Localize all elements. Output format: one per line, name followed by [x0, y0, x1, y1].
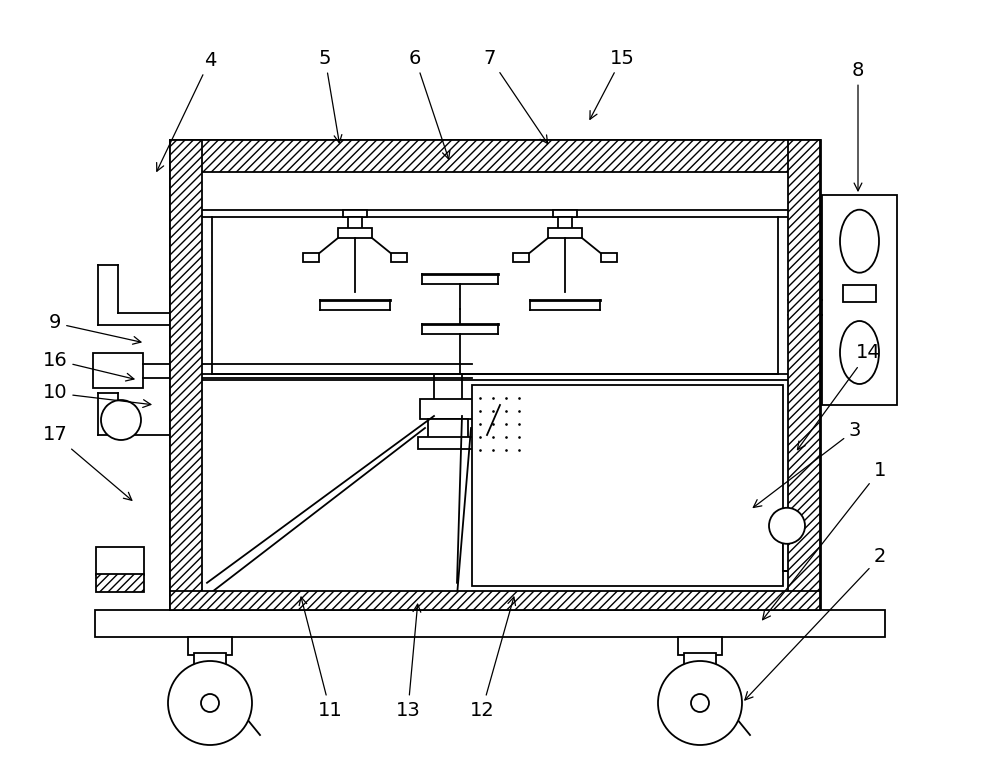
Bar	[338, 228, 372, 238]
Text: 17: 17	[43, 425, 132, 500]
Bar	[170, 140, 820, 172]
Bar	[843, 285, 876, 302]
Circle shape	[769, 508, 805, 544]
Circle shape	[101, 400, 141, 440]
Bar	[194, 653, 226, 665]
Bar	[822, 195, 897, 405]
Text: 16: 16	[43, 350, 134, 381]
Bar	[170, 140, 820, 610]
Ellipse shape	[840, 210, 879, 272]
Text: 8: 8	[852, 60, 864, 190]
Bar	[678, 637, 722, 655]
Bar	[418, 437, 478, 449]
Text: 10: 10	[43, 383, 151, 408]
Bar	[548, 228, 582, 238]
Bar	[553, 210, 577, 217]
Text: 15: 15	[590, 48, 634, 119]
Bar	[93, 353, 143, 388]
Bar	[96, 574, 144, 592]
Bar	[348, 217, 362, 230]
Bar	[558, 217, 572, 230]
Bar	[601, 253, 617, 262]
Text: 12: 12	[470, 597, 515, 720]
Circle shape	[658, 661, 742, 745]
Bar	[96, 547, 144, 575]
Circle shape	[201, 694, 219, 712]
Ellipse shape	[840, 321, 879, 384]
Text: 2: 2	[745, 548, 886, 700]
Text: 5: 5	[319, 48, 342, 143]
Bar	[428, 419, 468, 439]
Text: 7: 7	[484, 48, 548, 144]
Bar	[788, 140, 820, 610]
Text: 6: 6	[409, 48, 450, 159]
Bar	[684, 653, 716, 665]
Bar	[472, 385, 783, 586]
Text: 11: 11	[299, 597, 342, 720]
Bar	[170, 591, 820, 610]
Bar	[343, 210, 367, 217]
Bar	[513, 253, 529, 262]
Text: 14: 14	[797, 343, 880, 450]
Bar	[95, 610, 885, 637]
Circle shape	[168, 661, 252, 745]
Bar	[391, 253, 407, 262]
Circle shape	[691, 694, 709, 712]
Bar	[188, 637, 232, 655]
Text: 4: 4	[157, 50, 216, 171]
Bar	[783, 526, 803, 571]
Text: 3: 3	[753, 421, 861, 507]
Bar	[420, 399, 476, 419]
Text: 1: 1	[763, 461, 886, 620]
Text: 9: 9	[49, 314, 141, 344]
Bar	[170, 140, 202, 610]
Text: 13: 13	[396, 604, 421, 720]
Bar	[303, 253, 319, 262]
